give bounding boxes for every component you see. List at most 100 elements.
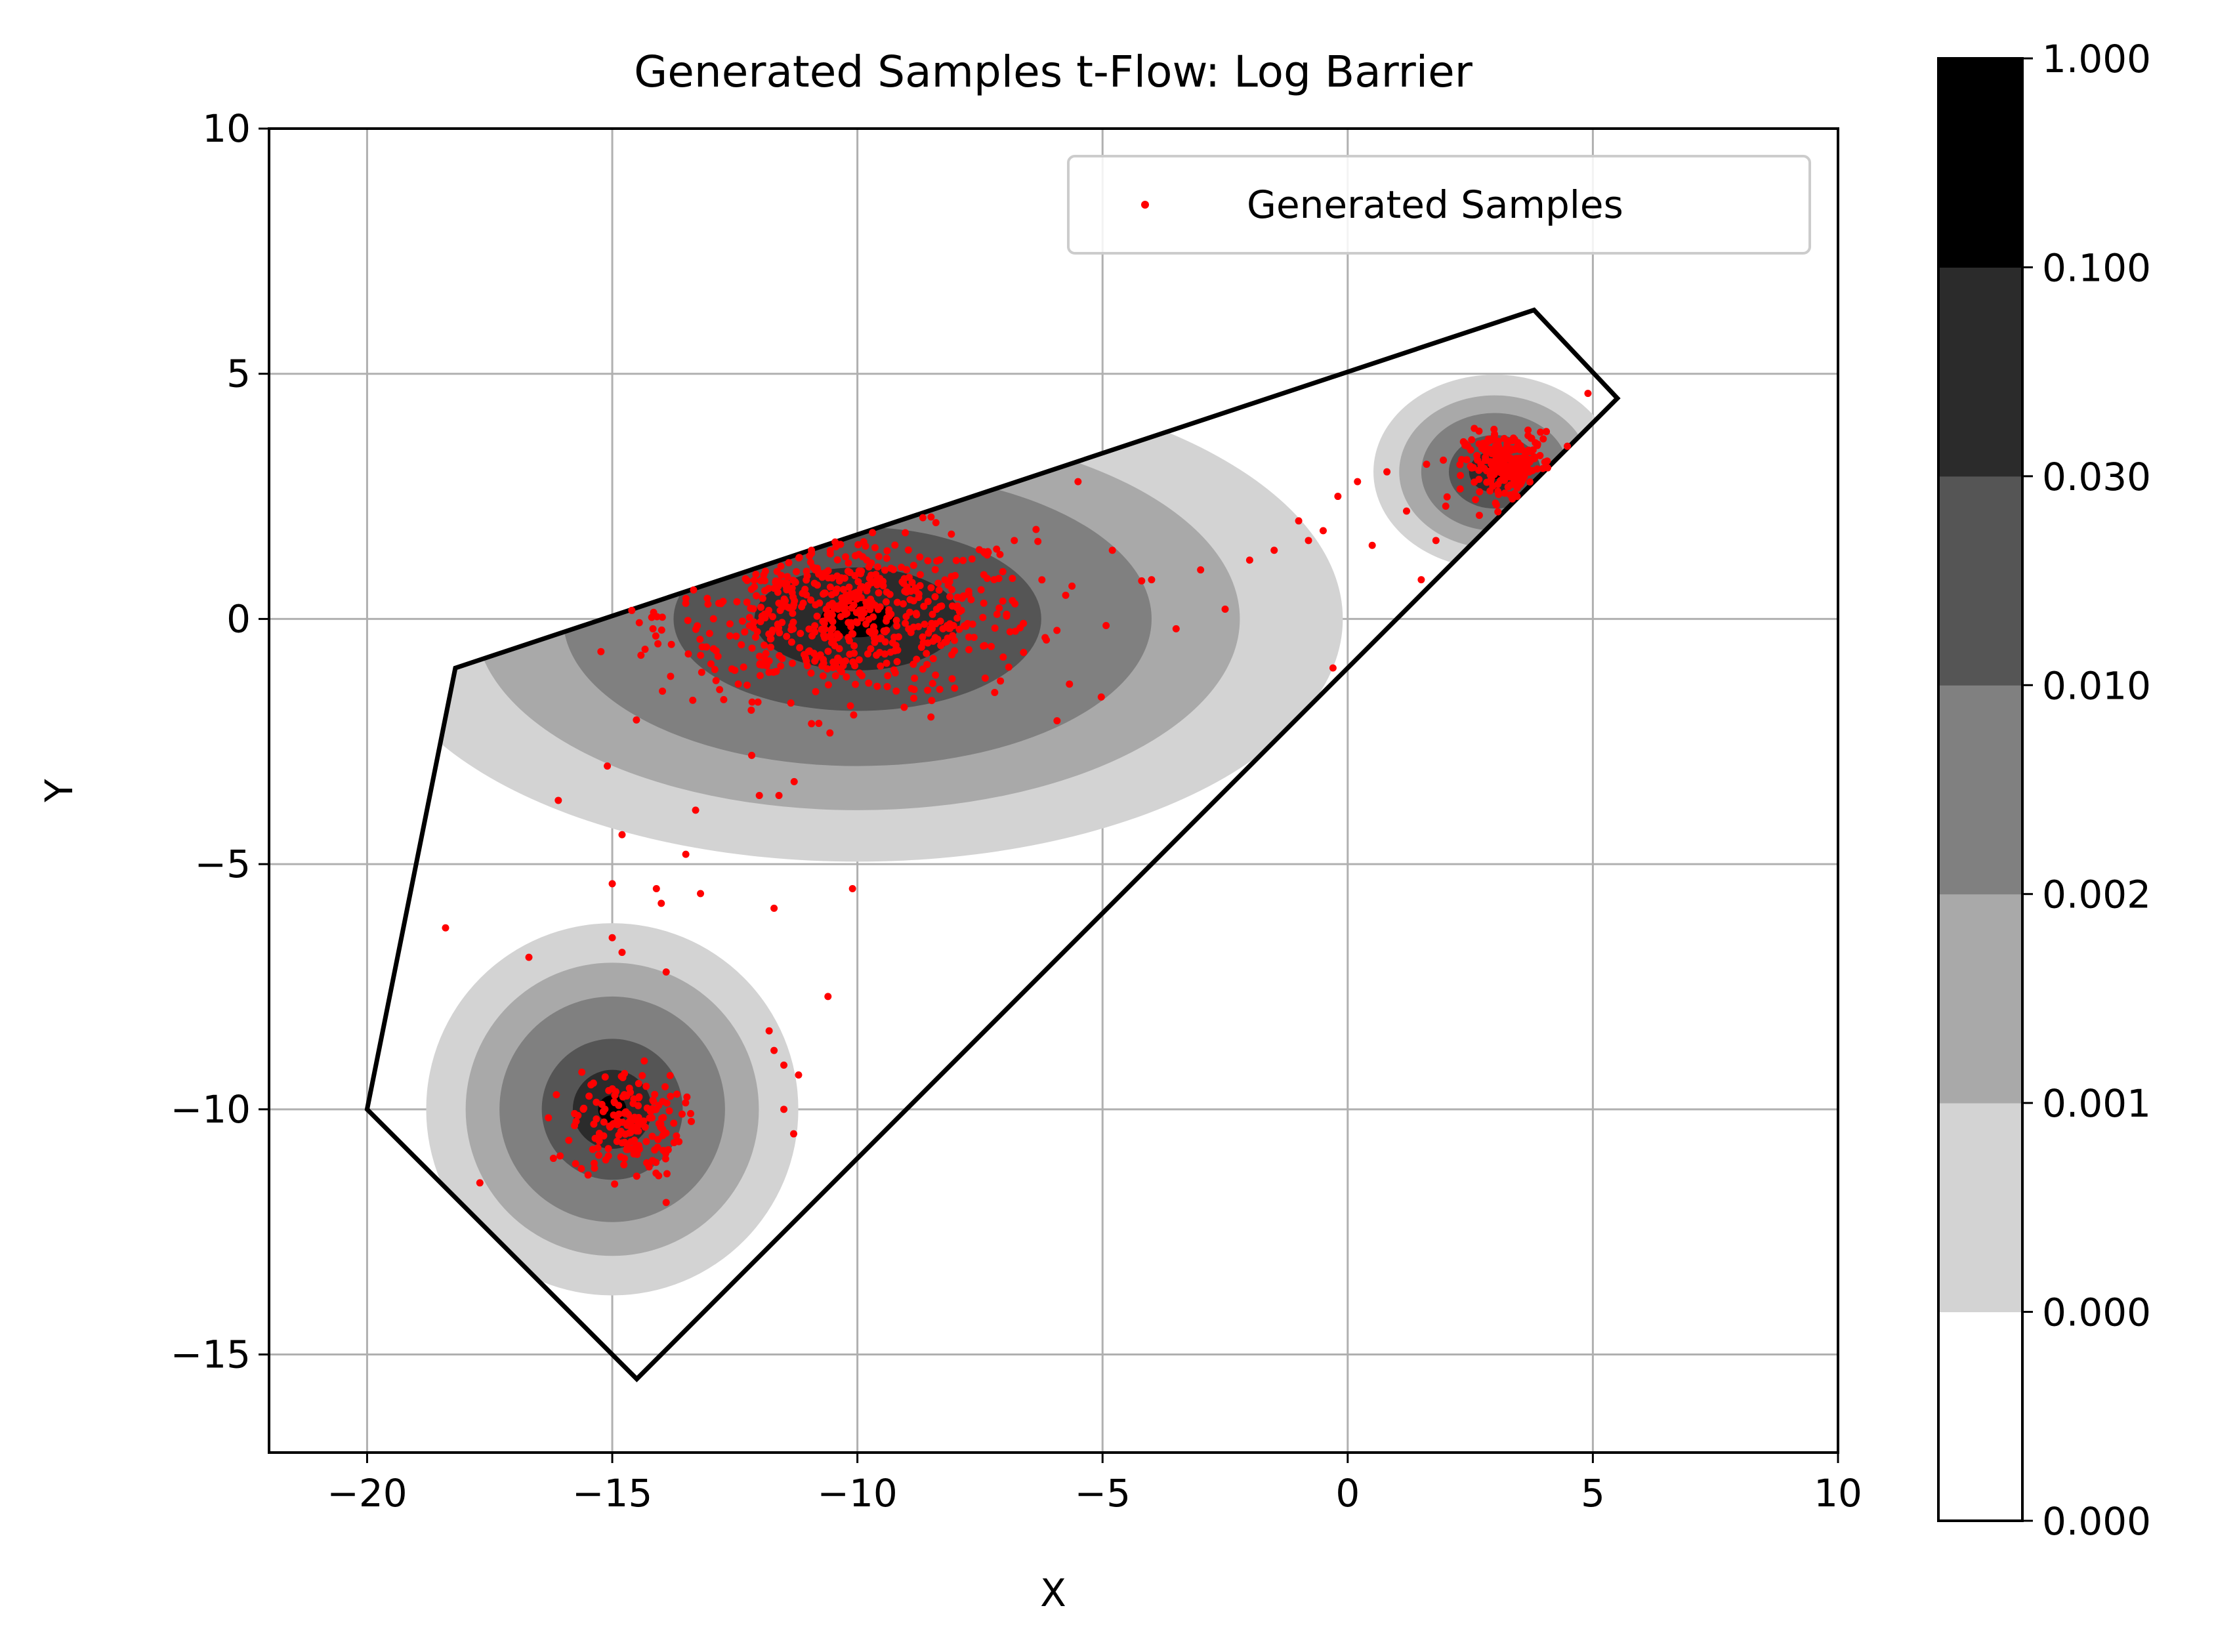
sample-point [667, 672, 675, 680]
sample-point [979, 613, 987, 621]
sample-point [912, 609, 920, 617]
sample-point [931, 592, 939, 600]
sample-point [1499, 463, 1507, 471]
sample-point [773, 568, 781, 575]
sample-point [719, 598, 727, 606]
sample-point [944, 581, 952, 589]
sample-point [876, 603, 884, 611]
sample-point [692, 806, 700, 814]
sample-point [618, 1139, 626, 1147]
sample-point [941, 576, 949, 584]
sample-point [611, 1092, 619, 1100]
sample-point [615, 1110, 623, 1118]
sample-point [826, 550, 834, 558]
sample-point [991, 689, 999, 697]
sample-point [927, 513, 935, 521]
sample-point [1038, 576, 1046, 584]
sample-point [1475, 466, 1483, 474]
sample-point [887, 611, 894, 619]
sample-point [605, 1086, 613, 1094]
sample-point [808, 720, 816, 728]
sample-point [900, 575, 908, 583]
sample-point [1354, 478, 1362, 485]
sample-point [967, 596, 975, 604]
sample-point [948, 675, 956, 683]
sample-point [946, 593, 953, 601]
sample-point [1006, 628, 1014, 636]
sample-point [675, 1138, 683, 1146]
sample-point [789, 609, 797, 617]
x-tick-label: −15 [572, 1471, 652, 1516]
sample-point [890, 566, 898, 573]
sample-point [910, 686, 918, 693]
sample-point [601, 1073, 609, 1081]
sample-point [640, 1057, 648, 1065]
sample-point [845, 583, 853, 591]
sample-point [815, 720, 823, 728]
sample-point [946, 625, 954, 632]
sample-point [635, 619, 643, 627]
sample-point [999, 653, 1007, 661]
x-tick-label: −20 [327, 1471, 407, 1516]
sample-point [821, 625, 829, 633]
sample-point [845, 634, 852, 642]
sample-point [652, 632, 659, 640]
sample-point [770, 1046, 778, 1054]
sample-point [755, 791, 763, 799]
sample-point [608, 934, 616, 941]
sample-point [709, 615, 717, 623]
sample-point [953, 614, 961, 622]
sample-point [688, 1117, 696, 1125]
sample-point [842, 553, 850, 561]
sample-point [1475, 427, 1483, 435]
sample-point [1334, 493, 1342, 501]
sample-point [1524, 426, 1532, 434]
sample-point [591, 1134, 599, 1142]
sample-point [920, 602, 928, 610]
sample-point [890, 666, 898, 674]
sample-point [785, 604, 793, 612]
sample-point [740, 663, 747, 671]
sample-point [707, 660, 715, 668]
sample-point [1486, 445, 1493, 453]
sample-point [753, 592, 761, 600]
sample-point [525, 953, 533, 961]
sample-point [846, 702, 854, 710]
colorbar-tick-label: 0.100 [2042, 245, 2151, 290]
sample-point [1498, 468, 1506, 476]
sample-point [881, 566, 888, 574]
colorbar-tick-label: 0.000 [2042, 1499, 2151, 1544]
sample-point [840, 606, 848, 613]
sample-point [642, 1138, 650, 1146]
sample-point [641, 646, 649, 653]
sample-point [752, 570, 760, 578]
sample-point [748, 698, 756, 706]
sample-point [637, 651, 645, 659]
colorbar-tick-label: 0.000 [2042, 1291, 2151, 1335]
sample-point [1517, 461, 1525, 468]
sample-point [911, 674, 919, 682]
sample-point [1475, 512, 1483, 520]
x-axis-label: X [1040, 1571, 1066, 1615]
sample-point [600, 1132, 608, 1140]
sample-point [661, 1155, 669, 1163]
sample-point [849, 658, 857, 666]
sample-point [633, 716, 640, 724]
sample-point [615, 1131, 623, 1139]
sample-point [883, 547, 891, 555]
sample-point [876, 575, 884, 583]
sample-point [909, 562, 917, 569]
sample-point [683, 1093, 691, 1101]
sample-point [999, 597, 1007, 605]
sample-point [916, 571, 924, 579]
sample-point [1543, 428, 1551, 436]
sample-point [1053, 627, 1061, 634]
sample-point [843, 673, 850, 681]
sample-point [846, 569, 854, 577]
sample-point [1066, 680, 1074, 688]
sample-point [939, 625, 947, 632]
colorbar-band [1938, 58, 2022, 268]
colorbar-tick-label: 0.010 [2042, 663, 2151, 708]
sample-point [783, 573, 791, 581]
sample-point [993, 610, 1001, 618]
